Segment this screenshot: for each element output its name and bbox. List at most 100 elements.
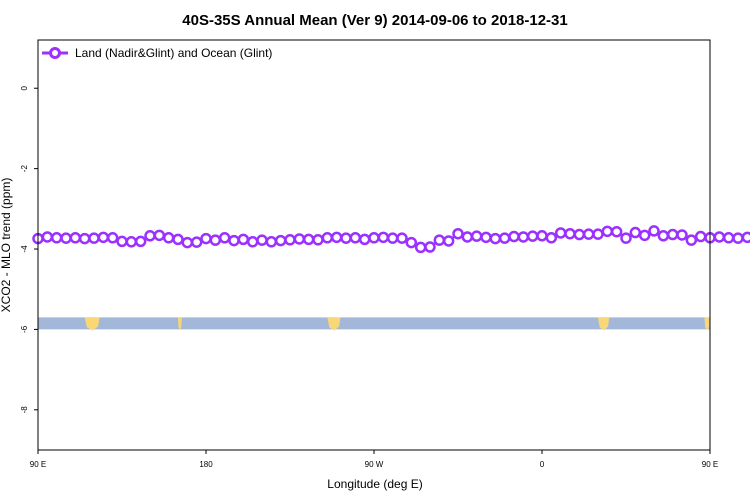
data-point [312,234,324,246]
data-point [125,236,138,248]
data-point [498,232,511,244]
data-point [144,230,156,242]
data-point [330,231,343,244]
data-point [536,230,548,242]
data-point [228,234,240,247]
data-point [601,225,614,238]
data-point [106,232,119,244]
data-point [88,232,100,244]
data-point [200,232,212,245]
data-point [293,233,306,245]
data-point [190,236,203,248]
data-point [414,241,427,254]
data-point [517,231,530,243]
data-point [442,235,455,247]
data-point [480,231,492,244]
data-point [666,228,679,241]
data-point [433,234,446,246]
data-point [69,232,82,244]
data-point [554,227,567,239]
data-point [162,232,175,244]
x-axis-label: Longitude (deg E) [327,477,422,491]
data-point [526,230,539,242]
data-point [657,230,670,242]
data-point [405,236,418,249]
y-axis-label: XCO2 - MLO trend (ppm) [0,178,13,313]
data-point [246,236,259,248]
data-point [256,234,268,246]
data-point [461,231,474,243]
data-point [265,236,278,248]
data-point [340,232,352,244]
x-tick-label: 90 E [702,460,718,469]
data-point [153,229,166,242]
legend-label: Land (Nadir&Glint) and Ocean (Glint) [75,46,272,60]
data-point [218,232,231,244]
data-point [722,232,735,244]
data-point [181,236,194,249]
data-point [676,229,688,241]
land-mass [598,317,610,331]
data-point [237,233,250,246]
data-point [564,227,576,240]
data-point [582,228,595,240]
data-point [116,235,128,248]
data-point [349,232,362,244]
data-point [78,232,91,245]
data-point [620,232,632,244]
data-point [508,230,520,243]
data-point [545,232,558,244]
x-tick-label: 90 E [30,460,46,469]
data-point [209,234,222,246]
x-tick-label: 0 [540,460,545,469]
data-point [134,235,147,248]
legend: Land (Nadir&Glint) and Ocean (Glint) [42,46,272,60]
data-point [685,234,698,246]
data-point [592,228,604,240]
data-point [377,231,390,244]
x-tick-label: 90 W [365,460,384,469]
data-point [321,232,334,244]
data-point [424,241,436,253]
legend-marker [49,47,61,59]
land-mass [84,317,100,331]
land-mass [178,317,182,331]
plot-frame [37,39,711,451]
data-point [50,232,63,244]
data-point [713,231,726,243]
data-point [694,230,707,243]
data-point [368,232,380,244]
data-point [489,232,502,245]
data-point [60,232,72,244]
data-point [610,225,623,238]
axis-layer: 90 E 180 90 W 0 90 E 0 -2 -4 -6 -8 [20,85,718,469]
data-point [732,232,744,244]
land-mass [327,317,341,331]
y-tick-label: -8 [20,406,29,414]
ocean-land-strip [38,317,710,331]
data-point [638,229,651,242]
data-point [97,231,110,244]
data-point [284,234,296,246]
data-point [452,227,464,240]
data-point [741,231,750,244]
data-point [629,226,642,239]
series-layer [32,225,750,254]
y-tick-label: 0 [20,85,29,90]
data-point [470,230,483,242]
x-tick-label: 180 [199,460,213,469]
data-point [648,225,660,237]
chart-title: 40S-35S Annual Mean (Ver 9) 2014-09-06 t… [182,12,567,29]
data-point [396,232,408,244]
ocean-strip [38,317,710,330]
data-point [358,233,371,246]
y-tick-label: -6 [20,325,29,333]
y-tick-label: -2 [20,165,29,173]
land-mass [704,317,710,331]
data-point [573,228,586,241]
data-point [302,233,315,246]
data-point [274,234,287,247]
data-point [172,233,184,246]
